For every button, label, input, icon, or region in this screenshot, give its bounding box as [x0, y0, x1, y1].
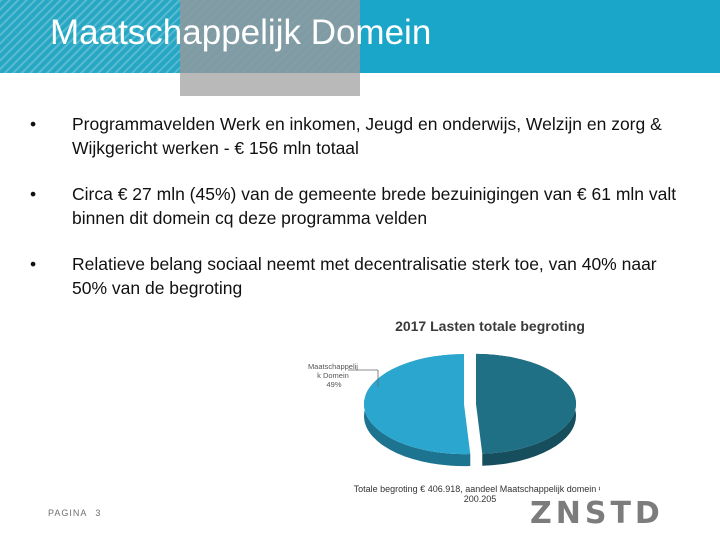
page-label: PAGINA: [48, 508, 88, 518]
pie-chart: 2017 Lasten totale begroting Maatschappe…: [308, 318, 600, 504]
header-grey-strip: [180, 73, 360, 96]
pie-group: [364, 353, 576, 467]
bullet-dot: •: [30, 114, 37, 134]
pie-slice: [364, 354, 471, 455]
bullet-text: Programmavelden Werk en inkomen, Jeugd e…: [72, 114, 662, 158]
bullet-list: • Programmavelden Werk en inkomen, Jeugd…: [30, 112, 680, 322]
bullet-dot: •: [30, 184, 37, 204]
bullet-item: • Programmavelden Werk en inkomen, Jeugd…: [30, 112, 680, 160]
chart-footnote: Totale begroting € 406.918, aandeel Maat…: [354, 484, 600, 504]
bullet-dot: •: [30, 254, 37, 274]
bullet-item: • Circa € 27 mln (45%) van de gemeente b…: [30, 182, 680, 230]
slice-label-line: Maatschappelij: [308, 362, 358, 371]
slice-label-line: k Domein: [317, 371, 349, 380]
header-grey-block: [180, 0, 360, 73]
bullet-text: Relatieve belang sociaal neemt met decen…: [72, 254, 657, 298]
page-indicator: PAGINA 3: [48, 508, 101, 518]
logo-text: ZNSTD: [530, 496, 664, 528]
slice-label: Maatschappelij k Domein 49%: [308, 362, 360, 389]
slide-title: Maatschappelijk Domein: [50, 13, 432, 52]
pie-slice: [475, 353, 576, 454]
chart-footnote-line: Totale begroting € 406.918, aandeel Maat…: [354, 484, 600, 494]
chart-title: 2017 Lasten totale begroting: [395, 318, 585, 334]
slice-label-line: 49%: [326, 380, 341, 389]
bullet-item: • Relatieve belang sociaal neemt met dec…: [30, 252, 680, 300]
logo: ZNSTD: [530, 496, 664, 528]
chart-footnote-line: 200.205: [464, 494, 497, 504]
bullet-text: Circa € 27 mln (45%) van de gemeente bre…: [72, 184, 677, 228]
page-number: 3: [95, 508, 102, 518]
